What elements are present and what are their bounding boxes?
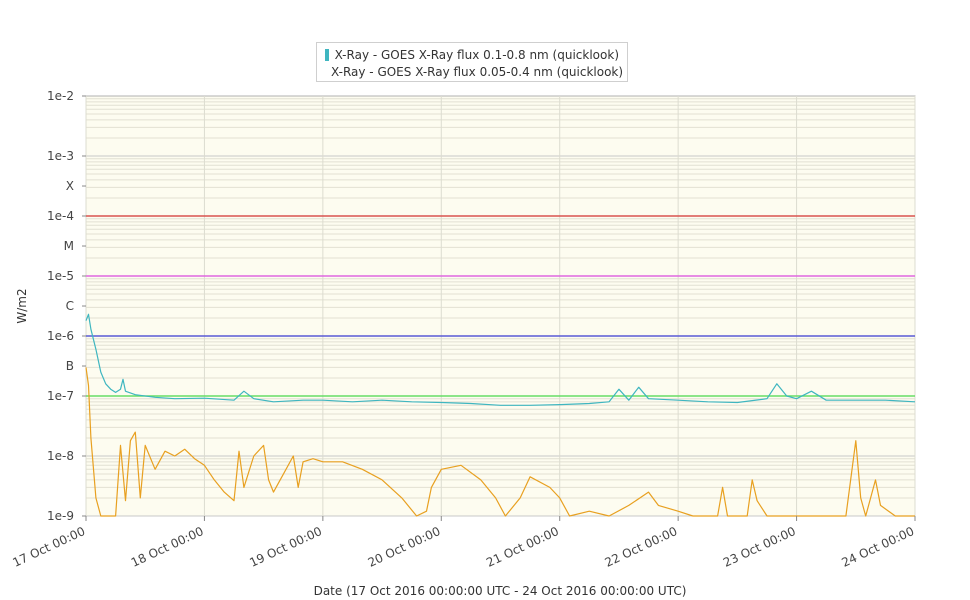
legend-label-series-1: X-Ray - GOES X-Ray flux 0.1-0.8 nm (quic… xyxy=(334,47,619,62)
legend: X-Ray - GOES X-Ray flux 0.1-0.8 nm (quic… xyxy=(316,42,628,82)
x-tick-label: 20 Oct 00:00 xyxy=(366,524,443,570)
y-tick-label: 1e-6 xyxy=(47,329,74,343)
series-line-1 xyxy=(85,313,916,406)
y-tick-label: 1e-3 xyxy=(47,149,74,163)
y-tick-label: 1e-5 xyxy=(47,269,74,283)
x-tick-label: 17 Oct 00:00 xyxy=(10,524,87,570)
legend-label-series-2: X-Ray - GOES X-Ray flux 0.05-0.4 nm (qui… xyxy=(331,64,624,79)
x-tick-label: 21 Oct 00:00 xyxy=(484,524,561,570)
y-axis-ticks: 1e-2 1e-3 X 1e-4 M 1e-5 C 1e-6 B 1e-7 1e-8 1e-9 xyxy=(47,89,86,523)
x-tick-label: 22 Oct 00:00 xyxy=(603,524,680,570)
x-axis-label: Date (17 Oct 2016 00:00:00 UTC - 24 Oct … xyxy=(313,584,687,598)
threshold-lines xyxy=(86,215,915,397)
x-tick-label: 23 Oct 00:00 xyxy=(721,524,798,570)
series-line-2 xyxy=(85,367,915,517)
x-tick-label: 24 Oct 00:00 xyxy=(839,524,916,570)
x-axis-ticks: 17 Oct 00:00 18 Oct 00:00 19 Oct 00:00 20 O… xyxy=(10,516,916,570)
x-tick-label: 18 Oct 00:00 xyxy=(129,524,206,570)
y-tick-label: B xyxy=(66,359,74,373)
series-lines xyxy=(85,313,916,517)
legend-swatch-series-1 xyxy=(325,48,329,61)
legend-item-series-2[interactable]: X-Ray - GOES X-Ray flux 0.05-0.4 nm (qui… xyxy=(325,63,623,80)
y-tick-label: 1e-9 xyxy=(47,509,74,523)
y-tick-label: C xyxy=(66,299,74,313)
x-tick-label: 19 Oct 00:00 xyxy=(247,524,324,570)
y-tick-label: X xyxy=(66,179,74,193)
plot-area xyxy=(85,95,916,517)
y-tick-label: 1e-7 xyxy=(47,389,74,403)
y-tick-label: M xyxy=(64,239,74,253)
y-tick-label: 1e-2 xyxy=(47,89,74,103)
y-tick-label: 1e-8 xyxy=(47,449,74,463)
y-axis-label: W/m2 xyxy=(15,288,29,324)
legend-item-series-1[interactable]: X-Ray - GOES X-Ray flux 0.1-0.8 nm (quic… xyxy=(325,46,619,63)
plot-grid xyxy=(85,95,916,517)
y-tick-label: 1e-4 xyxy=(47,209,74,223)
